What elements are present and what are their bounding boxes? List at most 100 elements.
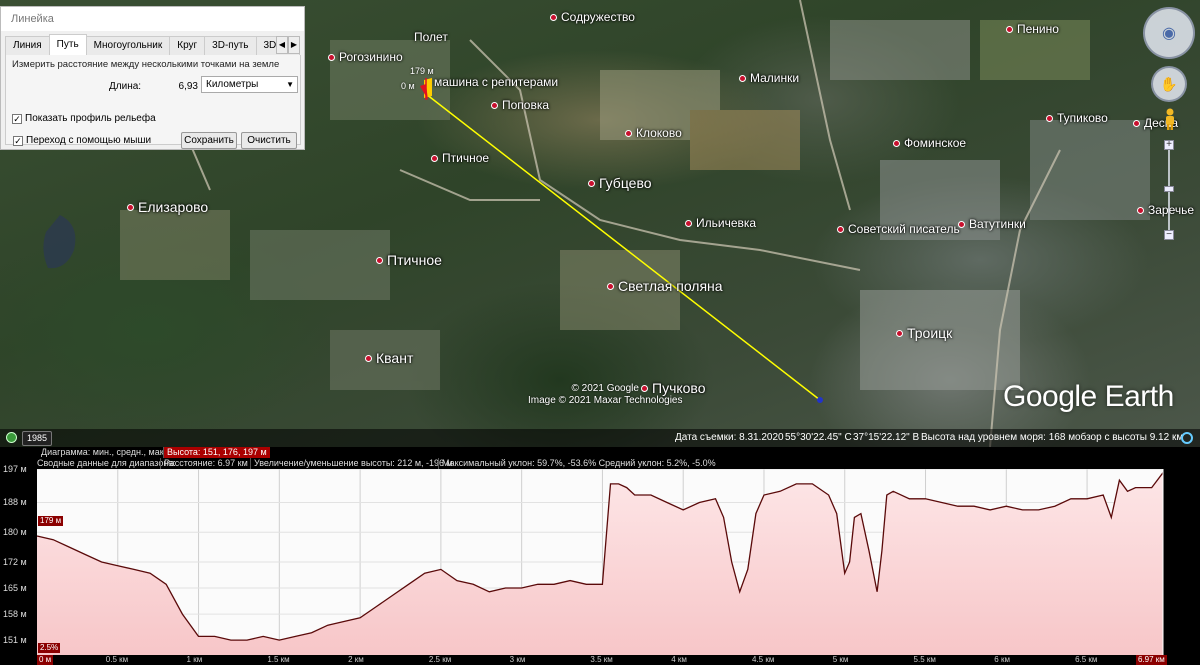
place-gubtsevo[interactable]: Губцево [588, 175, 652, 191]
place-marker-icon [328, 53, 335, 61]
x-tick-label: 2 км [348, 655, 364, 664]
map-view[interactable]: Содружество Полет Рогозинино машина с ре… [0, 0, 1200, 447]
place-vatutinki[interactable]: Ватутинки [958, 217, 1026, 231]
zoom-slider[interactable]: + − [1164, 140, 1174, 244]
tab-line[interactable]: Линия [5, 36, 50, 55]
start-altitude-marker: 179 м [38, 516, 64, 526]
place-penino[interactable]: Пенино [1006, 22, 1059, 36]
imagery-date: Дата съемки: 8.31.2020 [675, 432, 784, 443]
path-panel: Измерить расстояние между несколькими то… [5, 55, 301, 145]
historical-imagery-year[interactable]: 1985 [22, 431, 53, 446]
elevation-profile[interactable]: Диаграмма: мин., средн., макс. Высота: 1… [0, 447, 1200, 665]
y-tick-label: 197 м [3, 464, 27, 474]
profile-header: Диаграмма: мин., средн., макс. Высота: 1… [0, 447, 1200, 458]
look-around-control[interactable]: ◉ [1143, 7, 1195, 59]
place-marker-icon [837, 225, 844, 233]
place-marker-icon [625, 129, 632, 137]
zoom-in-button[interactable]: + [1164, 140, 1174, 150]
path-start-distance: 0 м [401, 81, 415, 91]
place-marker-icon [376, 256, 383, 264]
ruler-dialog: Линейка Линия Путь Многоугольник Круг 3D… [0, 6, 305, 150]
profile-summary: Сводные данные для диапазона: Расстояние… [0, 458, 1200, 469]
x-tick-label: 1.5 км [267, 655, 290, 664]
place-marker-icon [588, 179, 595, 187]
tab-scroll-left-icon[interactable]: ◀ [276, 36, 288, 54]
x-tick-label: 4 км [671, 655, 687, 664]
y-tick-label: 180 м [3, 527, 27, 538]
tab-path[interactable]: Путь [48, 34, 87, 55]
place-elizarovo[interactable]: Елизарово [127, 199, 208, 215]
place-zarechye[interactable]: Заречье [1137, 203, 1194, 217]
place-marker-icon [365, 354, 372, 362]
eye-icon: ◉ [1162, 25, 1176, 42]
x-tick-label: 5 км [832, 655, 849, 664]
measured-path-line [425, 93, 821, 401]
tab-polygon[interactable]: Многоугольник [85, 36, 171, 55]
save-button[interactable]: Сохранить [181, 132, 237, 149]
place-klokovo[interactable]: Клоково [625, 126, 682, 140]
hand-icon: ✋ [1160, 75, 1178, 92]
place-ptichnoe-1[interactable]: Птичное [431, 151, 489, 165]
length-value: 6,93 [178, 81, 198, 92]
profile-summary-label: Сводные данные для диапазона: [37, 458, 176, 468]
x-tick-label: 6 км [994, 655, 1010, 664]
y-tick-label: 151 м [3, 635, 27, 646]
x-tick-label: 2.5 км [428, 655, 452, 664]
show-profile-checkbox[interactable]: ✓ Показать профиль рельефа [12, 113, 156, 124]
y-tick-label: 172 м [3, 557, 27, 567]
place-svetlaya-polyana[interactable]: Светлая поляна [607, 278, 723, 294]
place-tupikovo[interactable]: Тупиково [1046, 111, 1108, 125]
place-marker-icon [893, 139, 900, 147]
tab-scroll-right-icon[interactable]: ▶ [288, 36, 300, 54]
place-malinki[interactable]: Малинки [739, 71, 799, 85]
length-label: Длина: [109, 81, 142, 92]
place-rogozinino[interactable]: Рогозинино [328, 50, 403, 64]
google-earth-logo: Google Earth [1003, 380, 1174, 413]
place-marker-icon [1137, 206, 1144, 214]
place-ilichevka[interactable]: Ильичевка [685, 216, 756, 230]
place-marker-icon [685, 219, 692, 227]
loading-status-icon [1181, 432, 1193, 444]
mouse-nav-checkbox[interactable]: ✓ Переход с помощью мыши [13, 135, 152, 146]
elevation-readout: Высота над уровнем моря: 168 м [921, 432, 1076, 443]
place-kvant[interactable]: Квант [365, 350, 413, 366]
place-marker-icon [896, 329, 903, 337]
unit-select[interactable]: Километры ▼ [201, 76, 298, 93]
globe-icon[interactable] [6, 432, 17, 443]
place-marker-icon [739, 74, 746, 82]
place-marker-icon [1046, 114, 1053, 122]
move-control[interactable]: ✋ [1151, 66, 1187, 102]
elevation-chart[interactable] [0, 469, 1200, 664]
place-polet[interactable]: Полет [414, 30, 448, 44]
place-repeater-car[interactable]: машина с репитерами [434, 75, 559, 89]
x-tick-label: 0.5 км [105, 655, 129, 664]
place-puchkovo[interactable]: Пучково [641, 380, 706, 396]
imagery-copyright: © 2021 Google Image © 2021 Maxar Technol… [528, 383, 683, 406]
y-tick-label: 158 м [3, 609, 27, 620]
zoom-slider-handle[interactable] [1164, 186, 1174, 192]
clear-button[interactable]: Очистить [241, 132, 297, 149]
path-end-point [817, 397, 823, 403]
ruler-tabs: Линия Путь Многоугольник Круг 3D-путь 3D… [5, 34, 301, 55]
place-marker-icon [491, 101, 498, 109]
elevation-area [37, 472, 1163, 655]
place-troitsk[interactable]: Троицк [896, 325, 952, 341]
tab-3d-path[interactable]: 3D-путь [204, 36, 257, 55]
zoom-out-button[interactable]: − [1164, 230, 1174, 240]
place-sovetsky-pisatel[interactable]: Советский писатель [837, 222, 960, 236]
x-tick-label: 5.5 км [913, 655, 936, 664]
path-start-altitude: 179 м [410, 66, 434, 76]
profile-gain-loss: Увеличение/уменьшение высоты: 212 м, -19… [250, 458, 456, 469]
y-tick-label: 188 м [3, 497, 27, 508]
elevation-line [36, 472, 1164, 641]
chevron-down-icon: ▼ [286, 80, 294, 89]
street-view-pegman-icon[interactable] [1163, 108, 1177, 130]
place-ptichnoe-2[interactable]: Птичное [376, 252, 442, 268]
place-popovka[interactable]: Поповка [491, 98, 549, 112]
place-marker-icon [958, 220, 965, 228]
place-fominskoe[interactable]: Фоминское [893, 136, 966, 150]
longitude-readout: 37°15'22.12" В [853, 432, 920, 443]
place-sodruzhestvo[interactable]: Содружество [550, 10, 635, 24]
slope-marker: 2.5% [38, 643, 61, 653]
tab-circle[interactable]: Круг [169, 36, 206, 55]
